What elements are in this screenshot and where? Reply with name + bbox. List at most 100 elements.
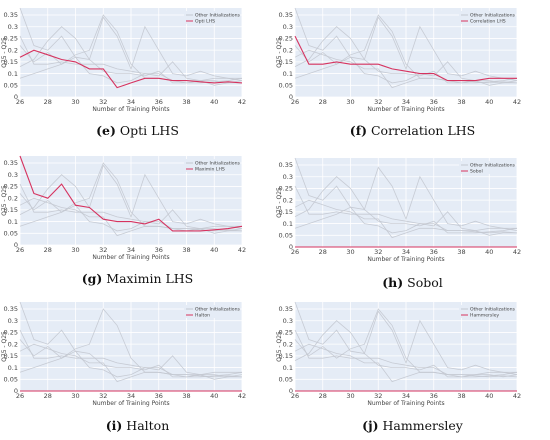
y-tick-label: 0.15 — [279, 58, 293, 66]
x-tick-label: 30 — [346, 248, 354, 256]
x-tick-label: 36 — [155, 246, 163, 254]
x-axis-label: Number of Training Points — [92, 254, 169, 261]
y-tick-label: 0.25 — [4, 183, 18, 191]
y-tick-label: 0 — [14, 387, 18, 395]
other-initialization-line — [294, 14, 518, 84]
x-tick-label: 36 — [155, 98, 163, 106]
caption-h: (h) Sobol — [275, 275, 550, 290]
legend-box — [459, 305, 515, 318]
caption-i: (i) Halton — [0, 418, 275, 433]
x-tick-label: 40 — [210, 246, 218, 254]
x-tick-label: 40 — [485, 248, 493, 256]
x-tick-label: 40 — [485, 98, 493, 106]
x-tick-label: 38 — [457, 248, 465, 256]
x-axis-label: Number of Training Points — [92, 400, 169, 407]
x-tick-label: 32 — [99, 392, 107, 400]
y-tick-label: 0.3 — [8, 317, 18, 325]
highlight-series-line — [19, 155, 243, 232]
y-tick-label: 0.2 — [283, 196, 293, 204]
y-tick-label: 0.05 — [279, 81, 293, 89]
chart-panel-j: 26 28 30 32 34 36 38 40 42 0 0.05 0.1 0.15 0.2 0.25 0.3… — [275, 292, 550, 438]
legend-box — [184, 159, 240, 172]
x-tick-label: 38 — [182, 392, 190, 400]
caption-g: (g) Maximin LHS — [0, 271, 275, 286]
y-tick-label: 0.3 — [8, 23, 18, 31]
x-tick-label: 32 — [374, 248, 382, 256]
y-tick-label: 0.25 — [4, 329, 18, 337]
legend-box — [184, 305, 240, 318]
caption-f: (f) Correlation LHS — [275, 123, 550, 138]
caption-text: Hammersley — [382, 418, 463, 433]
y-tick-label: 0 — [289, 387, 293, 395]
x-tick-label: 42 — [238, 392, 246, 400]
x-tick-label: 26 — [291, 98, 299, 106]
x-tick-label: 42 — [238, 98, 246, 106]
other-initialization-line — [19, 350, 242, 380]
legend-label-highlight: Maximin LHS — [195, 167, 225, 173]
y-tick-label: 0 — [289, 243, 293, 251]
other-initialization-line — [294, 301, 518, 378]
x-tick-label: 36 — [430, 248, 438, 256]
x-tick-label: 38 — [182, 246, 190, 254]
y-tick-label: 0.15 — [4, 58, 18, 66]
x-axis-label: Number of Training Points — [92, 106, 169, 113]
y-tick-label: 0.2 — [283, 340, 293, 348]
legend-box — [459, 11, 515, 24]
other-initialization-line — [294, 329, 517, 375]
x-tick-label: 42 — [238, 246, 246, 254]
chart-svg: 26 28 30 32 34 36 38 40 42 0 0.05 0.1 0.15 0.2 0.25 0.3… — [276, 7, 521, 113]
x-axis-label: Number of Training Points — [367, 256, 444, 263]
x-tick-label: 38 — [457, 392, 465, 400]
y-tick-label: 0.25 — [279, 35, 293, 43]
x-tick-label: 30 — [346, 392, 354, 400]
x-tick-label: 40 — [210, 98, 218, 106]
other-initialization-line — [19, 183, 242, 229]
highlight-series-line — [294, 35, 517, 82]
caption-letter: (j) — [362, 418, 379, 433]
caption-letter: (f) — [349, 123, 367, 138]
y-tick-label: 0.2 — [8, 194, 18, 202]
legend-label-highlight: Hammersley — [470, 313, 499, 319]
legend-label-other: Other Initializations — [195, 307, 241, 313]
x-tick-label: 42 — [513, 98, 521, 106]
legend-label-other: Other Initializations — [470, 307, 516, 313]
chart-panel-f: 26 28 30 32 34 36 38 40 42 0 0.05 0.1 0.15 0.2 0.25 0.3… — [275, 0, 550, 146]
x-tick-label: 42 — [513, 248, 521, 256]
other-initialization-line — [19, 329, 242, 375]
legend-label-highlight: Correlation LHS — [470, 19, 506, 25]
x-axis-label: Number of Training Points — [367, 400, 444, 407]
y-tick-label: 0.05 — [4, 375, 18, 383]
x-tick-label: 38 — [457, 98, 465, 106]
chart-panel-i: 26 28 30 32 34 36 38 40 42 0 0.05 0.1 0.15 0.2 0.25 0.3… — [0, 292, 275, 438]
caption-letter: (i) — [105, 418, 123, 433]
y-tick-label: 0.2 — [8, 340, 18, 348]
x-tick-label: 26 — [16, 392, 24, 400]
y-tick-label: 0.35 — [4, 305, 18, 313]
caption-j: (j) Hammersley — [275, 418, 550, 433]
chart-panel-h: 26 28 30 32 34 36 38 40 42 0 0.05 0.1 0.15 0.2 0.25 0.3… — [275, 148, 550, 294]
x-tick-label: 30 — [71, 246, 79, 254]
x-tick-label: 34 — [127, 98, 135, 106]
x-tick-label: 28 — [319, 392, 327, 400]
chart-panel-e: 26 28 30 32 34 36 38 40 42 0 0.05 0.1 0.15 0.2 0.25 0.3… — [0, 0, 275, 146]
y-tick-label: 0 — [14, 93, 18, 101]
x-tick-label: 30 — [71, 98, 79, 106]
x-tick-label: 38 — [182, 98, 190, 106]
caption-e: (e) Opti LHS — [0, 123, 275, 138]
other-initialization-line — [19, 164, 243, 229]
chart-svg: 26 28 30 32 34 36 38 40 42 0 0.05 0.1 0.15 0.2 0.25 0.3… — [1, 7, 246, 113]
other-initialization-line — [19, 16, 243, 81]
y-axis-label: Q75 - Q25 — [1, 331, 8, 362]
legend-label-highlight: Opti LHS — [195, 19, 215, 25]
x-tick-label: 30 — [346, 98, 354, 106]
y-tick-label: 0.1 — [8, 70, 18, 78]
y-axis-label: Q75 - Q25 — [276, 331, 283, 362]
x-tick-label: 34 — [127, 392, 135, 400]
x-tick-label: 26 — [16, 98, 24, 106]
y-tick-label: 0.15 — [4, 206, 18, 214]
highlight-series-line — [19, 49, 243, 89]
x-tick-label: 30 — [71, 392, 79, 400]
y-tick-label: 0.15 — [279, 352, 293, 360]
x-tick-label: 28 — [44, 392, 52, 400]
caption-text: Maximin LHS — [106, 271, 194, 286]
